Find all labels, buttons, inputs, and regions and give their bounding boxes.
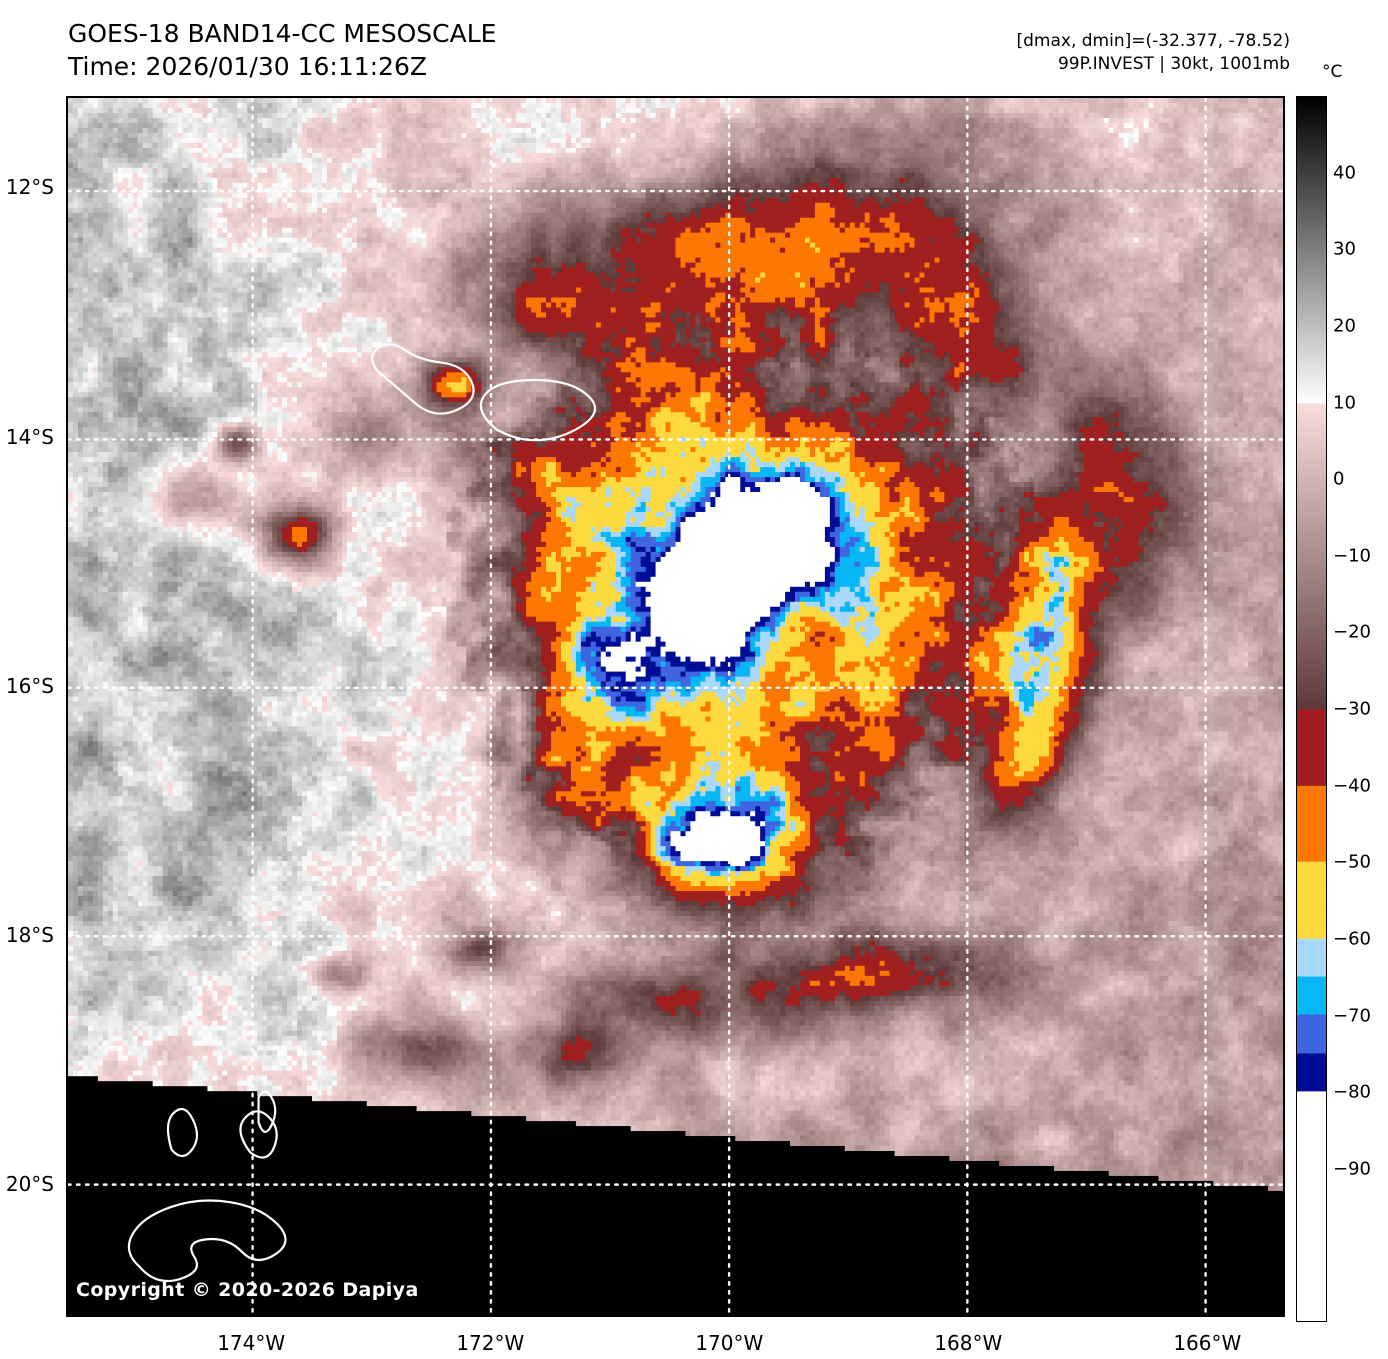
storm-info: 99P.INVEST | 30kt, 1001mb <box>1017 53 1291 76</box>
product-title: GOES-18 BAND14-CC MESOSCALE <box>68 18 496 51</box>
colorbar <box>1296 96 1327 1322</box>
lon-tick-label: 170°W <box>687 1331 771 1355</box>
satellite-raster <box>68 98 1283 1315</box>
colorbar-tick-label: 20 <box>1333 315 1356 336</box>
dmax-dmin-readout: [dmax, dmin]=(-32.377, -78.52) <box>1017 30 1291 53</box>
colorbar-tick-label: −50 <box>1333 852 1371 873</box>
colorbar-unit-label: °C <box>1322 62 1342 82</box>
colorbar-tick-label: 10 <box>1333 392 1356 413</box>
colorbar-tick-label: −20 <box>1333 622 1371 643</box>
timestamp: Time: 2026/01/30 16:11:26Z <box>68 51 496 84</box>
copyright-notice: Copyright © 2020-2026 Dapiya <box>76 1279 419 1301</box>
colorbar-tick-label: −10 <box>1333 545 1371 566</box>
colorbar-tick-label: −90 <box>1333 1158 1371 1179</box>
lat-tick-label: 14°S <box>6 425 54 449</box>
metadata-block: [dmax, dmin]=(-32.377, -78.52) 99P.INVES… <box>1017 30 1291 77</box>
lat-tick-label: 20°S <box>6 1172 54 1196</box>
lon-tick-label: 174°W <box>209 1331 293 1355</box>
colorbar-tick-label: 0 <box>1333 469 1344 490</box>
satellite-image-plot <box>66 96 1285 1317</box>
lat-tick-label: 16°S <box>6 674 54 698</box>
colorbar-tick-label: −30 <box>1333 699 1371 720</box>
colorbar-tick-label: −80 <box>1333 1082 1371 1103</box>
colorbar-tick-label: 40 <box>1333 162 1356 183</box>
lat-tick-label: 18°S <box>6 923 54 947</box>
lat-tick-label: 12°S <box>6 175 54 199</box>
colorbar-tick-label: −40 <box>1333 775 1371 796</box>
colorbar-tick-label: 30 <box>1333 239 1356 260</box>
page-title: GOES-18 BAND14-CC MESOSCALE Time: 2026/0… <box>68 18 496 83</box>
lon-tick-label: 172°W <box>448 1331 532 1355</box>
colorbar-gradient <box>1297 97 1326 1321</box>
lon-tick-label: 166°W <box>1165 1331 1249 1355</box>
lon-tick-label: 168°W <box>926 1331 1010 1355</box>
colorbar-tick-label: −70 <box>1333 1005 1371 1026</box>
colorbar-tick-label: −60 <box>1333 928 1371 949</box>
